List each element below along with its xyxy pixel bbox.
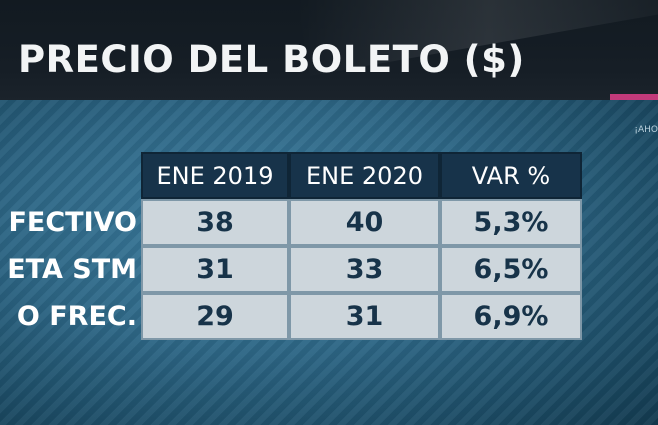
accent-strip [610,94,658,104]
cell-efectivo-2019: 38 [141,199,289,246]
table-row: FECTIVO 38 40 5,3% [0,199,582,246]
title-bar: PRECIO DEL BOLETO ($) [0,0,658,100]
table-row: O FREC. 29 31 6,9% [0,293,582,340]
row-label-efectivo: FECTIVO [8,207,137,238]
cell-stm-2020: 33 [289,246,440,293]
cell-frec-2020: 31 [289,293,440,340]
row-label-frecuente: O FREC. [16,301,137,332]
fare-table: ENE 2019 ENE 2020 VAR % FECTIVO 38 40 5,… [0,152,582,340]
cell-efectivo-var: 5,3% [440,199,582,246]
header-row: ENE 2019 ENE 2020 VAR % [0,152,582,199]
column-header-ene-2020: ENE 2020 [289,152,440,199]
column-header-ene-2019: ENE 2019 [141,152,289,199]
empty-header-cell [0,152,141,199]
cell-stm-var: 6,5% [440,246,582,293]
column-header-var: VAR % [440,152,582,199]
graphic-title: PRECIO DEL BOLETO ($) [18,38,525,81]
cell-frec-2019: 29 [141,293,289,340]
cell-stm-2019: 31 [141,246,289,293]
table-row: ETA STM 31 33 6,5% [0,246,582,293]
ticker-corner-text: ¡AHO [634,125,658,135]
row-label-tarjeta-stm: ETA STM [7,254,137,285]
cell-frec-var: 6,9% [440,293,582,340]
cell-efectivo-2020: 40 [289,199,440,246]
